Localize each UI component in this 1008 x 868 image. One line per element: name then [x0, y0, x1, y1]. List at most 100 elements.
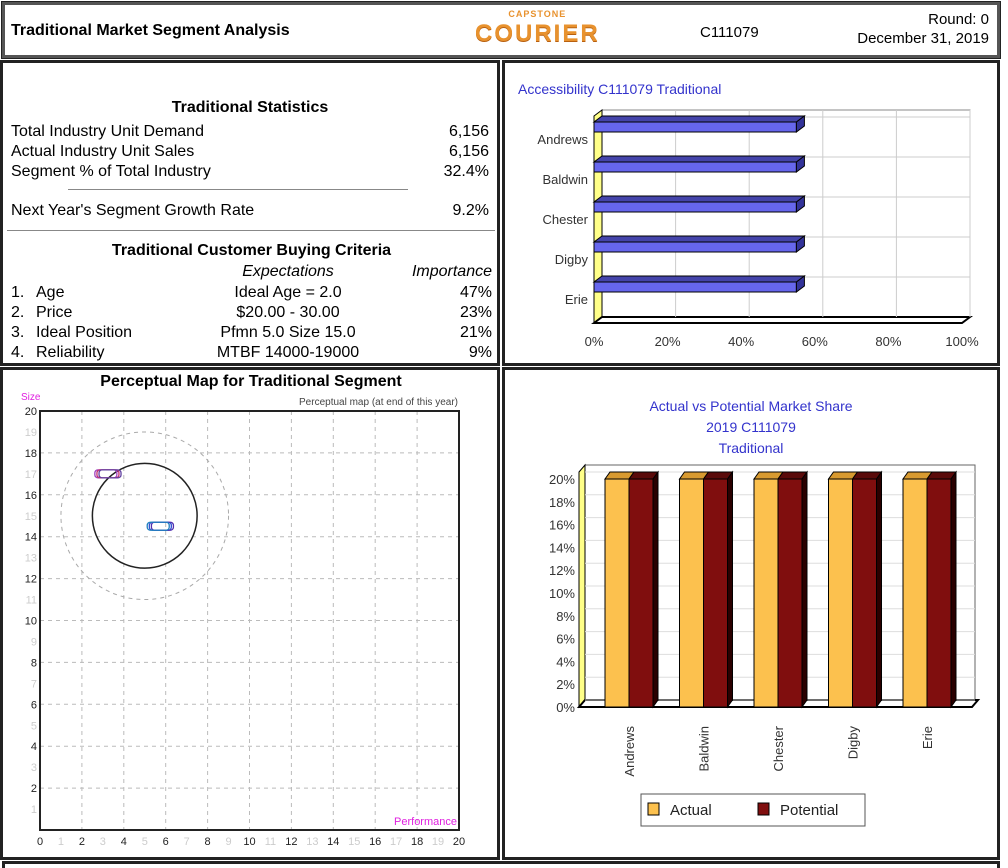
- bar-top: [592, 275, 806, 283]
- y-tick-label: 20%: [549, 472, 575, 487]
- y-tick-label: 19: [25, 427, 37, 439]
- market-share-chart: Actual vs Potential Market Share 2019 C11…: [549, 398, 981, 827]
- x-tick-label: 6: [163, 836, 169, 848]
- criteria-expectation: $20.00 - 30.00: [236, 304, 340, 321]
- round-label: Round: 0: [928, 11, 989, 28]
- x-tick-label: 2: [79, 836, 85, 848]
- x-tick-label: 8: [205, 836, 211, 848]
- bar-side: [876, 470, 882, 709]
- criteria-expectation: Ideal Age = 2.0: [234, 284, 342, 301]
- y-tick-label: 6: [31, 699, 37, 711]
- x-tick-label: 1: [58, 836, 64, 848]
- y-tick-label: 17: [25, 469, 37, 481]
- y-tick-label: 2%: [556, 677, 575, 692]
- fine-cut-circle: [91, 462, 198, 569]
- y-tick-label: 14: [25, 532, 37, 544]
- rough-cut-circle: [60, 431, 230, 601]
- x-tick-label: 0: [37, 836, 43, 848]
- statistic-value: 6,156: [448, 143, 489, 160]
- capstone-courier-logo: CAPSTONE COURIER: [475, 9, 600, 47]
- criteria-importance: 47%: [459, 284, 492, 301]
- criteria-expectation: Pfmn 5.0 Size 15.0: [220, 324, 356, 341]
- y-tick-label: 10%: [549, 586, 575, 601]
- y-tick-label: 18%: [549, 495, 575, 510]
- x-tick-label: 10: [243, 836, 255, 848]
- report-date: December 31, 2019: [857, 30, 989, 47]
- y-tick-label: 14%: [549, 540, 575, 555]
- x-axis-label: Performance: [394, 816, 457, 828]
- importance-header: Importance: [411, 263, 492, 280]
- statistic-label: Actual Industry Unit Sales: [11, 143, 195, 160]
- bar-side: [950, 470, 957, 709]
- accessibility-bar-chester: [593, 201, 797, 213]
- bar-potential-chester: [777, 478, 803, 708]
- bar-actual-chester: [753, 478, 779, 708]
- growth-value: 9.2%: [452, 202, 489, 219]
- x-tick-label: 14: [327, 836, 339, 848]
- x-tick-label: 20%: [655, 334, 681, 349]
- x-tick-label: 17: [390, 836, 402, 848]
- x-tick-label: 19: [432, 836, 444, 848]
- x-tick-label: 60%: [802, 334, 828, 349]
- x-tick-label: 80%: [875, 334, 901, 349]
- bar-actual-baldwin: [679, 478, 704, 708]
- x-tick-label: 15: [348, 836, 360, 848]
- category-label: Erie: [565, 292, 588, 307]
- category-label: Digby: [555, 252, 589, 267]
- statistic-label: Segment % of Total Industry: [11, 163, 211, 180]
- bar-top: [592, 155, 806, 163]
- next-section-border: [2, 861, 1000, 868]
- statistic-value: 6,156: [448, 123, 489, 140]
- statistic-row: Actual Industry Unit Sales 6,156: [11, 143, 489, 161]
- bar-potential-digby: [852, 478, 877, 708]
- x-tick-label: 16: [369, 836, 381, 848]
- page-title: Traditional Market Segment Analysis: [11, 22, 290, 39]
- category-label: Andrews: [537, 132, 588, 147]
- market-share-panel: Actual vs Potential Market Share 2019 C11…: [502, 367, 1000, 860]
- criteria-number: 3.: [11, 324, 25, 341]
- bar-top: [592, 235, 806, 243]
- floor: [591, 316, 973, 324]
- legend-box: [640, 793, 866, 827]
- statistics-title: Traditional Statistics: [171, 99, 329, 116]
- market-share-title-line: 2019 C111079: [706, 419, 796, 435]
- expectations-header: Expectations: [242, 263, 334, 280]
- legend-label: Potential: [780, 802, 838, 819]
- y-tick-label: 13: [25, 553, 37, 565]
- bar-actual-digby: [828, 478, 853, 708]
- x-tick-label: 5: [142, 836, 148, 848]
- legend-label: Actual: [670, 802, 712, 819]
- statistic-value: 32.4%: [443, 163, 489, 180]
- y-tick-label: 8%: [556, 609, 575, 624]
- perceptual-map-panel: Perceptual Map for Traditional Segment Pe…: [0, 367, 500, 860]
- criteria-importance: 23%: [459, 304, 492, 321]
- bar-side: [727, 470, 733, 709]
- criteria-number: 1.: [11, 284, 25, 301]
- side-wall: [578, 463, 586, 709]
- accessibility-bar-andrews: [593, 121, 797, 133]
- criteria-importance: 9%: [468, 344, 492, 361]
- y-tick-label: 3: [31, 762, 37, 774]
- y-tick-label: 16: [25, 490, 37, 502]
- perceptual-map: Perceptual Map for Traditional Segment Pe…: [21, 373, 465, 848]
- y-tick-label: 1: [31, 804, 37, 816]
- x-tick-label: 18: [411, 836, 423, 848]
- criteria-name: Price: [36, 304, 73, 321]
- round-info: Round: 0 December 31, 2019: [857, 10, 989, 48]
- x-tick-label: 100%: [945, 334, 979, 349]
- legend-swatch-potential: [757, 802, 770, 816]
- y-tick-label: 12: [25, 574, 37, 586]
- y-tick-label: 20: [25, 406, 37, 418]
- criteria-expectation: MTBF 14000-19000: [216, 344, 360, 361]
- legend: Actual Potential: [640, 793, 866, 827]
- category-label: Baldwin: [542, 172, 588, 187]
- perceptual-map-title: Perceptual Map for Traditional Segment: [100, 373, 402, 390]
- y-tick-label: 10: [25, 616, 37, 628]
- perceptual-map-subtitle: Perceptual map (at end of this year): [299, 397, 458, 408]
- x-tick-label: 4: [121, 836, 127, 848]
- category-label: Andrews: [622, 726, 637, 777]
- bar-side: [795, 115, 805, 133]
- accessibility-bar-baldwin: [593, 161, 797, 173]
- x-tick-label: 7: [184, 836, 190, 848]
- category-label: Baldwin: [697, 726, 712, 772]
